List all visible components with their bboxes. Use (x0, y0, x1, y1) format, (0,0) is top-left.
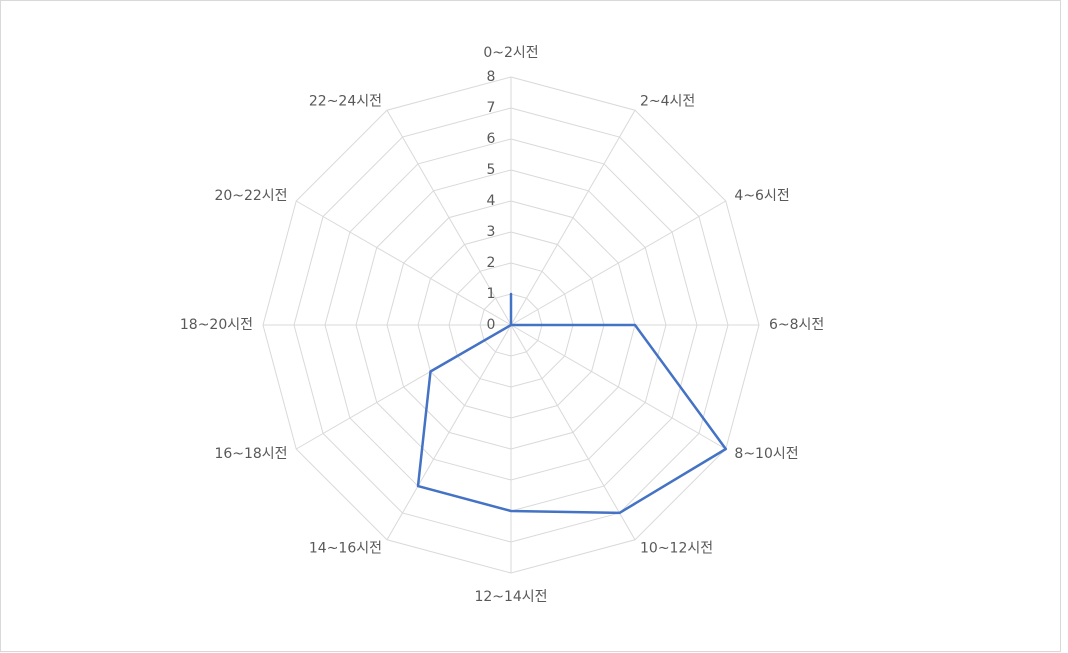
category-label: 6~8시전 (769, 317, 824, 333)
category-label: 8~10시전 (734, 446, 798, 462)
series-line (416, 292, 728, 515)
tick-label: 7 (487, 100, 496, 116)
category-label: 2~4시전 (640, 94, 695, 110)
category-label: 0~2시전 (483, 45, 538, 61)
category-label: 18~20시전 (180, 317, 253, 333)
category-label: 10~12시전 (640, 540, 713, 556)
category-label: 22~24시전 (309, 94, 382, 110)
spoke (295, 200, 512, 326)
spoke (510, 324, 636, 541)
category-label: 12~14시전 (474, 589, 547, 605)
spoke (510, 109, 636, 326)
tick-label: 1 (487, 286, 496, 302)
spoke (510, 324, 727, 450)
tick-label: 4 (487, 193, 496, 209)
tick-label: 8 (487, 69, 496, 85)
tick-label: 6 (487, 131, 496, 147)
tick-label: 3 (487, 224, 496, 240)
tick-label: 2 (487, 255, 496, 271)
category-label: 20~22시전 (214, 188, 287, 204)
category-label: 14~16시전 (309, 540, 382, 556)
spoke (510, 200, 727, 326)
spoke (386, 324, 512, 541)
category-label: 16~18시전 (214, 446, 287, 462)
category-label: 4~6시전 (734, 188, 789, 204)
tick-label: 5 (487, 162, 496, 178)
tick-label: 0 (487, 317, 496, 333)
spoke (386, 109, 512, 326)
